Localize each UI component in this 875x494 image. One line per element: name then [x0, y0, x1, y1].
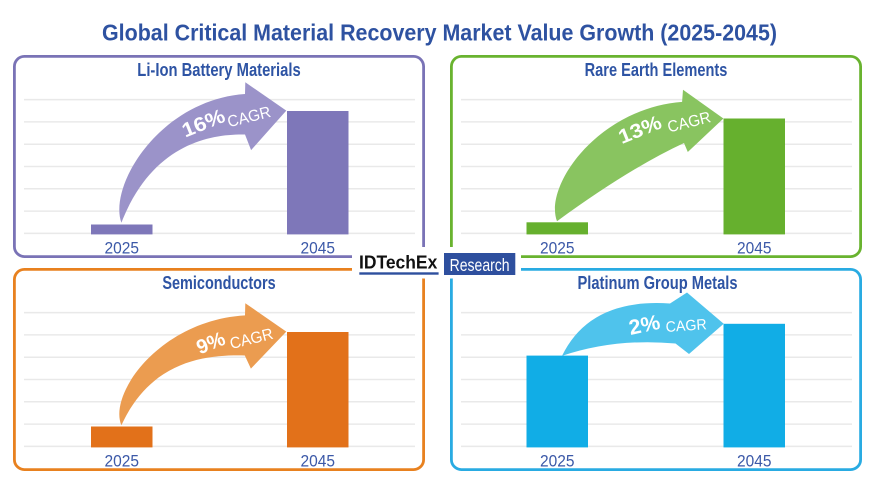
- svg-text:2045: 2045: [301, 238, 336, 257]
- svg-text:2025: 2025: [105, 451, 140, 470]
- svg-text:2045: 2045: [301, 451, 336, 470]
- svg-text:Li-Ion Battery Materials: Li-Ion Battery Materials: [137, 60, 300, 80]
- svg-text:CAGR: CAGR: [665, 316, 707, 336]
- svg-text:2025: 2025: [105, 238, 140, 257]
- svg-text:Platinum Group Metals: Platinum Group Metals: [578, 273, 738, 293]
- svg-text:Global Critical Material Recov: Global Critical Material Recovery Market…: [102, 19, 777, 45]
- svg-text:2025: 2025: [540, 451, 575, 470]
- svg-text:2025: 2025: [540, 238, 575, 257]
- svg-text:Semiconductors: Semiconductors: [162, 273, 275, 293]
- svg-text:2045: 2045: [737, 238, 772, 257]
- svg-text:2045: 2045: [737, 451, 772, 470]
- svg-text:Rare Earth Elements: Rare Earth Elements: [585, 60, 728, 80]
- svg-text:IDTechEx: IDTechEx: [359, 251, 438, 272]
- svg-text:Research: Research: [450, 255, 510, 275]
